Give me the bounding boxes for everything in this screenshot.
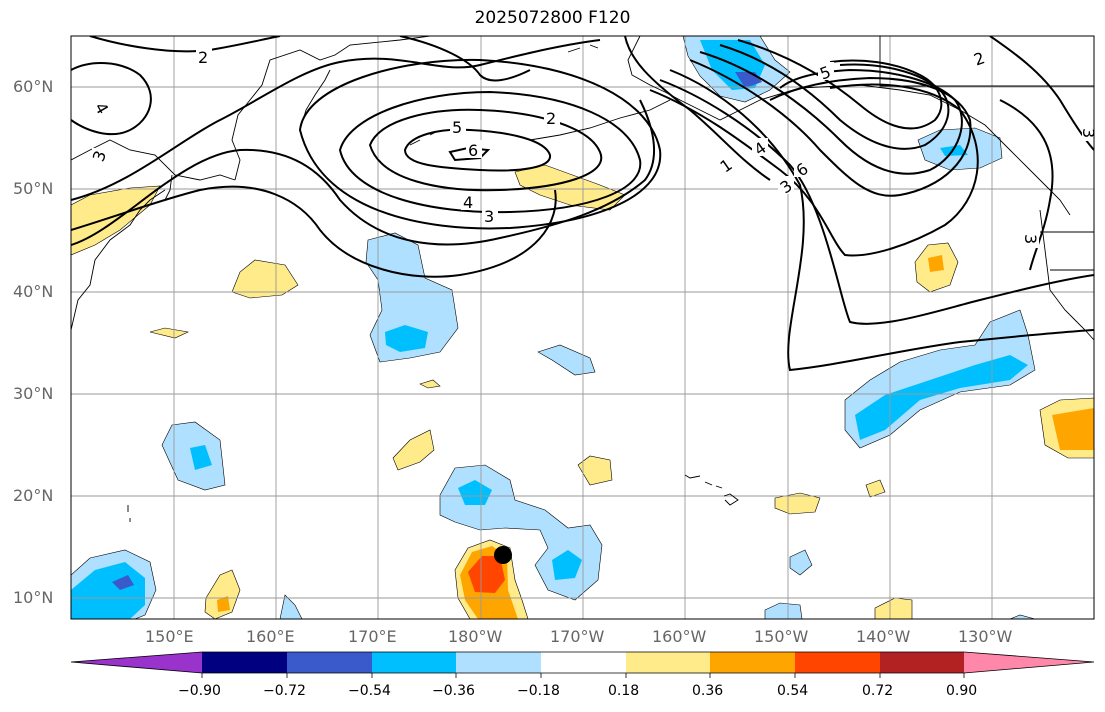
- lat-label-20n: 20°N: [13, 486, 54, 505]
- fill-patch: [365, 232, 459, 363]
- lat-label-30n: 30°N: [13, 384, 54, 403]
- fill-patch: [190, 445, 212, 470]
- fill-patch: [204, 569, 241, 619]
- storm-center-marker: [494, 546, 512, 564]
- colorbar-segment: [880, 652, 964, 673]
- fill-patch: [874, 597, 913, 619]
- contour-label: 6: [468, 141, 478, 160]
- fill-patch: [577, 455, 613, 486]
- lat-label-50n: 50°N: [13, 179, 54, 198]
- colorbar-segment: [964, 652, 1094, 673]
- lon-label-150e: 150°E: [145, 627, 194, 646]
- fill-patch: [552, 550, 582, 580]
- fill-patch: [231, 259, 299, 299]
- contour-label: 4: [463, 193, 473, 212]
- contour-label: 3: [1021, 234, 1040, 244]
- colorbar-tick-label: −0.18: [517, 683, 560, 699]
- fill-patch: [279, 594, 303, 619]
- contour-label: 5: [452, 118, 462, 137]
- fill-patch: [940, 145, 968, 156]
- fill-patch: [1009, 614, 1036, 619]
- contour-label: 3: [484, 207, 494, 226]
- fill-patch: [865, 479, 886, 498]
- lon-label-180w: 180°W: [448, 627, 503, 646]
- lon-label-160e: 160°E: [246, 627, 295, 646]
- colorbar-tick-label: 0.36: [692, 683, 724, 699]
- colorbar-tick-label: 0.72: [862, 683, 894, 699]
- colorbar-segment: [456, 652, 541, 673]
- fill-patch: [468, 556, 505, 593]
- gridlines: [71, 36, 1094, 619]
- colorbar-tick-label: 0.90: [946, 683, 978, 699]
- fill-patch: [764, 602, 803, 619]
- colorbar-segment: [202, 652, 287, 673]
- lon-label-130w: 130°W: [958, 627, 1013, 646]
- colorbar-segment: [626, 652, 710, 673]
- fill-patch: [789, 549, 813, 576]
- fill-patch: [774, 492, 821, 515]
- contour-label: 2: [198, 48, 208, 67]
- lon-label-170e: 170°E: [348, 627, 397, 646]
- plot-frame: [70, 35, 1095, 620]
- fill-patch: [112, 575, 134, 590]
- colorbar-tick-label: −0.72: [263, 683, 306, 699]
- colorbar-segment: [710, 652, 795, 673]
- anomaly-fills: [71, 36, 1094, 619]
- lat-label-10n: 10°N: [13, 588, 54, 607]
- colorbar-segment: [795, 652, 880, 673]
- fill-patch: [149, 327, 189, 339]
- lat-label-40n: 40°N: [13, 282, 54, 301]
- colorbar-segment: [287, 652, 372, 673]
- fill-patch: [217, 596, 230, 612]
- colorbar-tick-label: −0.90: [178, 683, 221, 699]
- coastlines: [71, 36, 1094, 522]
- fill-patch: [385, 325, 428, 352]
- colorbar: [70, 651, 1095, 678]
- fill-patch: [1052, 408, 1094, 450]
- fill-patch: [392, 429, 435, 471]
- colorbar-tick-label: 0.18: [608, 683, 640, 699]
- colorbar-segment: [71, 652, 202, 673]
- contour-label: 3: [1079, 128, 1098, 138]
- fill-patch: [458, 480, 492, 505]
- contour-label: 2: [546, 109, 556, 128]
- colorbar-tick-label: −0.36: [432, 683, 475, 699]
- contour-label-boxes: [92, 47, 1094, 248]
- fill-patch: [537, 344, 596, 376]
- colorbar-segment: [372, 652, 456, 673]
- lon-label-160w: 160°W: [652, 627, 707, 646]
- lon-label-140w: 140°W: [856, 627, 911, 646]
- colorbar-tick-label: −0.54: [348, 683, 391, 699]
- fill-patch: [928, 255, 944, 272]
- colorbar-tick-label: 0.54: [777, 683, 809, 699]
- colorbar-segment: [541, 652, 626, 673]
- map-title: 2025072800 F120: [474, 8, 631, 28]
- fill-patch: [419, 379, 441, 389]
- lon-label-170w: 170°W: [550, 627, 605, 646]
- lat-label-60n: 60°N: [13, 77, 54, 96]
- lon-label-150w: 150°W: [754, 627, 809, 646]
- fill-patch: [855, 355, 1028, 440]
